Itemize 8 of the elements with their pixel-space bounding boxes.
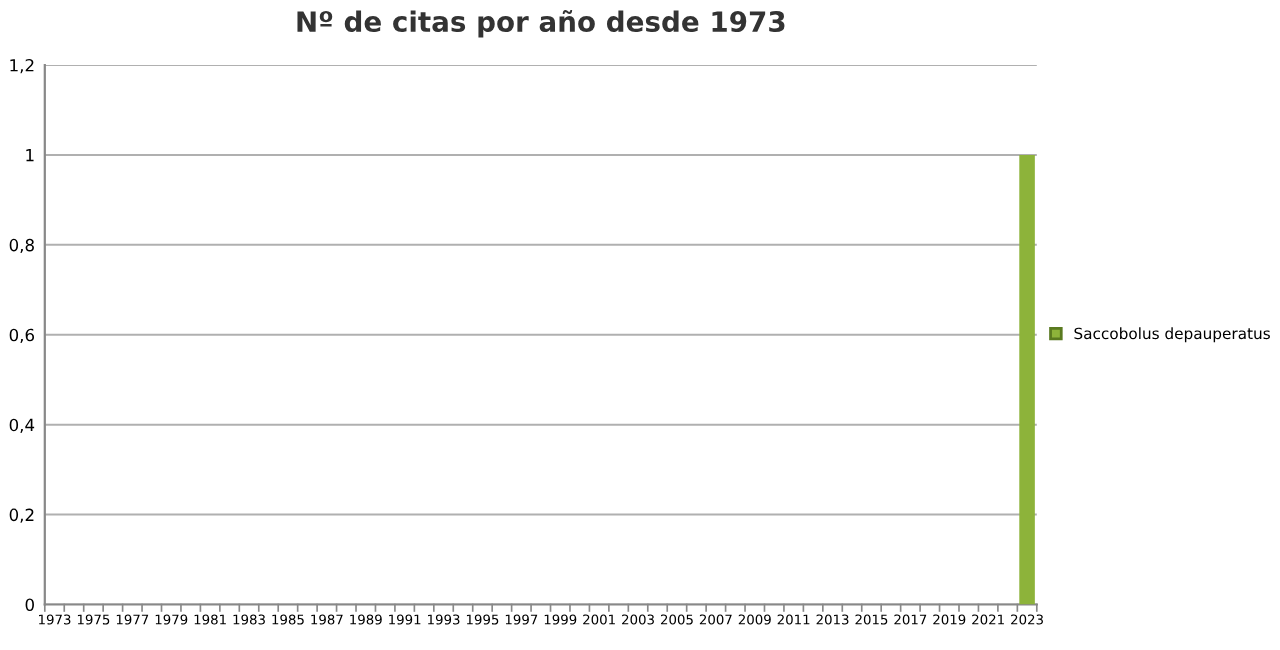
y-tick-label: 0,6	[9, 328, 35, 344]
y-tick-label: 0,4	[9, 418, 35, 433]
y-tick-label: 0	[25, 598, 34, 612]
y-tick-label: 0,2	[9, 508, 34, 523]
y-tick-label: 1	[26, 149, 34, 162]
y-tick-label: 0,8	[9, 238, 34, 254]
chart-title: Nº de citas por año desde 1973	[297, 10, 785, 38]
y-tick-label: 1,2	[10, 58, 34, 74]
